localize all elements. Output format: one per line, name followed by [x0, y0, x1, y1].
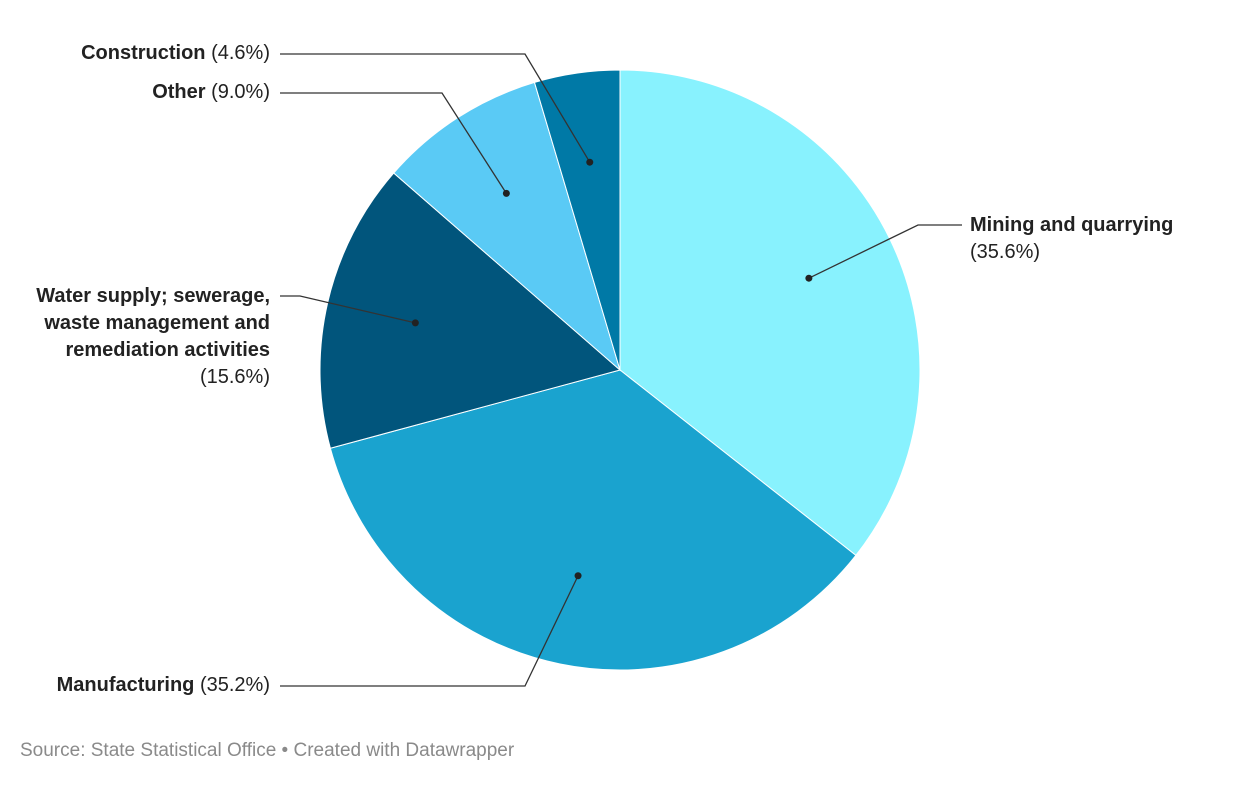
category-name: Construction: [81, 42, 206, 64]
slice: [329, 369, 857, 671]
leader-line: [280, 92, 507, 194]
leader-line: [808, 224, 962, 279]
leader-line: [280, 53, 591, 163]
slice: [533, 69, 621, 371]
category-name: Water supply; sewerage, waste management…: [36, 285, 270, 361]
leader-dot: [411, 319, 419, 327]
slice-label: Construction (4.6%): [20, 40, 270, 67]
value-label: (15.6%): [199, 366, 270, 388]
leader-line: [280, 575, 579, 687]
category-name: Mining and quarrying: [970, 214, 1174, 236]
category-name: Manufacturing: [56, 674, 195, 696]
leader-dot: [502, 189, 510, 197]
slice-label: Mining and quarrying (35.6%): [970, 212, 1230, 266]
slice-label: Water supply; sewerage, waste management…: [20, 283, 270, 391]
value-label: (35.2%): [199, 674, 270, 696]
source: Source: State Statistical Office • Creat…: [20, 740, 515, 761]
leader-dot: [586, 158, 594, 166]
category-name: Other: [152, 81, 206, 103]
value-label: (35.6%): [970, 241, 1041, 263]
value-label: (9.0%): [211, 81, 270, 103]
slice-label: Manufacturing (35.2%): [0, 672, 270, 699]
value-label: (4.6%): [211, 42, 270, 64]
leader-dot: [805, 274, 813, 282]
leader-dot: [574, 572, 582, 580]
leader-line: [280, 295, 416, 324]
slice-label: Other (9.0%): [20, 79, 270, 106]
